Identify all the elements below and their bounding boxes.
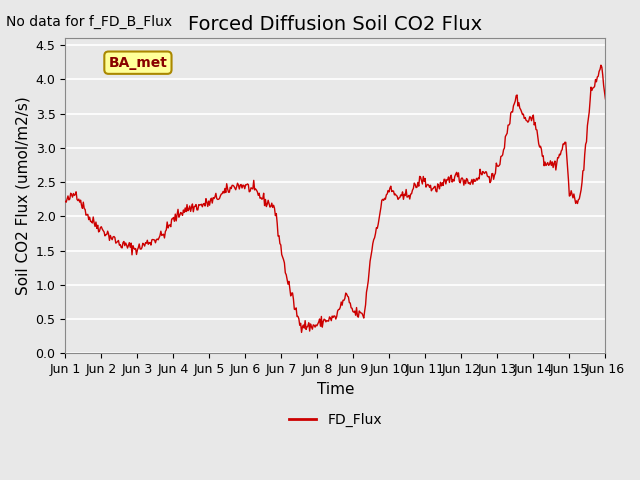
Text: No data for f_FD_B_Flux: No data for f_FD_B_Flux [6, 14, 173, 28]
Legend: FD_Flux: FD_Flux [283, 408, 388, 433]
X-axis label: Time: Time [317, 382, 354, 396]
Title: Forced Diffusion Soil CO2 Flux: Forced Diffusion Soil CO2 Flux [188, 15, 483, 34]
Y-axis label: Soil CO2 Flux (umol/m2/s): Soil CO2 Flux (umol/m2/s) [15, 96, 30, 295]
Text: BA_met: BA_met [109, 56, 168, 70]
